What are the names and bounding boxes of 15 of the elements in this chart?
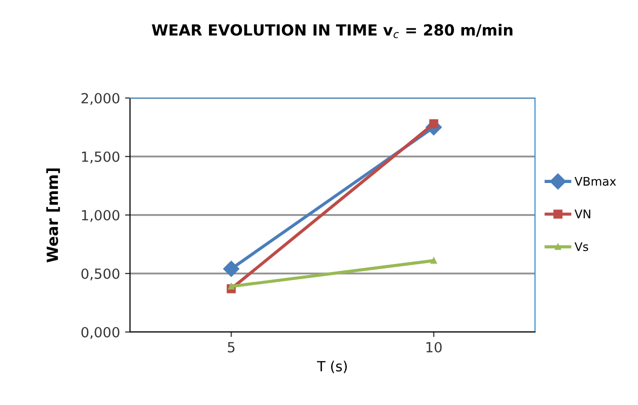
x-tick-label: 10: [426, 342, 442, 352]
y-tick-label: 0,000: [81, 326, 120, 339]
legend-label: VBmax: [574, 176, 616, 186]
y-tick-label: 0,500: [81, 268, 120, 280]
x-axis-title: T (s): [316, 360, 347, 374]
y-axis-title: Wear [mm]: [46, 168, 60, 262]
x-tick-label: 5: [228, 342, 234, 352]
chart-title: WEAR EVOLUTION IN TIME v$_{c}$ = 280 m/min: [152, 24, 512, 38]
point: [228, 283, 234, 290]
y-tick-label: 1,500: [82, 151, 120, 164]
point: [223, 260, 240, 277]
legend-label: Vs: [574, 242, 588, 252]
y-tick-label: 2,000: [82, 92, 120, 105]
legend-label: VN: [574, 210, 590, 218]
y-tick-label: 1,000: [82, 210, 120, 222]
